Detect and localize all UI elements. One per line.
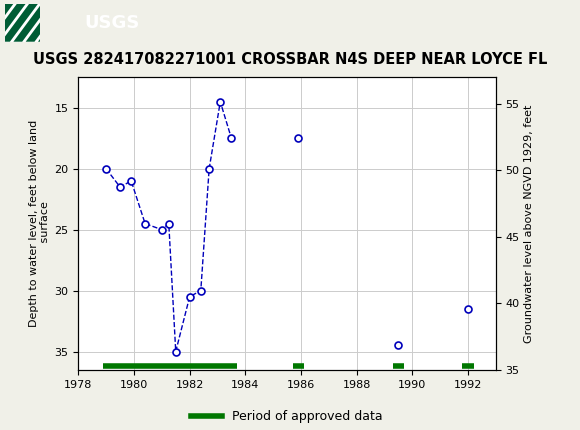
Polygon shape [13, 4, 50, 42]
Polygon shape [0, 4, 26, 42]
Y-axis label: Groundwater level above NGVD 1929, feet: Groundwater level above NGVD 1929, feet [524, 104, 534, 343]
Y-axis label: Depth to water level, feet below land
 surface: Depth to water level, feet below land su… [28, 120, 50, 327]
Polygon shape [0, 4, 13, 42]
Polygon shape [1, 4, 38, 42]
Text: USGS 282417082271001 CROSSBAR N4S DEEP NEAR LOYCE FL: USGS 282417082271001 CROSSBAR N4S DEEP N… [33, 52, 547, 67]
Polygon shape [26, 4, 63, 42]
Polygon shape [50, 4, 87, 42]
Text: USGS: USGS [84, 14, 139, 31]
Legend: Period of approved data: Period of approved data [186, 405, 388, 428]
Polygon shape [38, 4, 75, 42]
